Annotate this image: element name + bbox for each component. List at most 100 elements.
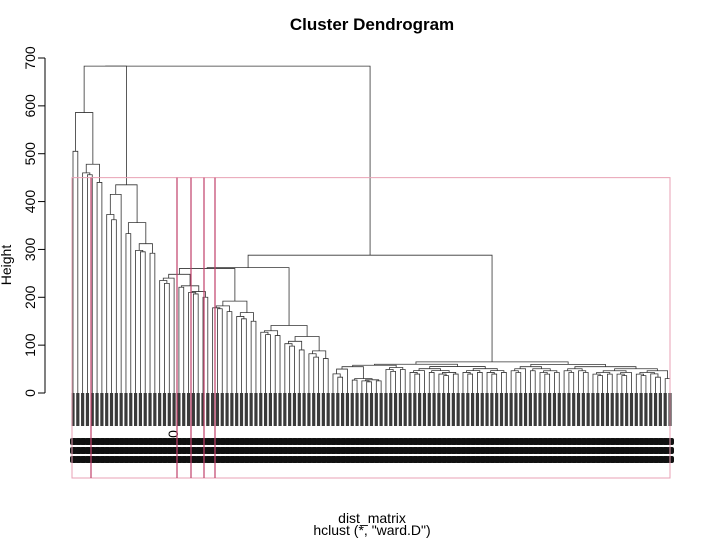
- dendrogram-branch: [288, 340, 303, 350]
- dendrogram-branch: [438, 373, 447, 393]
- dendrogram-branch: [313, 356, 319, 393]
- dendrogram-branch: [336, 368, 348, 393]
- dendrogram-branch: [664, 378, 671, 393]
- dendrogram-branch: [529, 370, 536, 393]
- dendrogram-branch: [127, 222, 147, 244]
- y-tick-label: 400: [22, 190, 38, 214]
- cluster-rect-outline: [71, 177, 671, 479]
- dendrogram-branch: [462, 372, 471, 393]
- dendrogram-branch: [109, 193, 122, 393]
- dendrogram-branch: [178, 286, 185, 393]
- dendrogram-branch: [106, 214, 115, 393]
- dendrogram-branch: [597, 375, 603, 393]
- dendrogram-branch: [375, 380, 382, 393]
- dendrogram-branch: [241, 318, 247, 393]
- dendrogram-branch: [274, 335, 281, 393]
- dendrogram-branch: [226, 311, 233, 393]
- dendrogram-branch: [385, 369, 394, 393]
- dendrogram-branch: [578, 370, 587, 393]
- y-tick-label: 500: [22, 142, 38, 166]
- dendrogram-branch: [563, 370, 572, 393]
- dendrogram-branch: [236, 316, 245, 393]
- dendrogram-branch: [72, 150, 79, 393]
- dendrogram-branch: [640, 375, 647, 393]
- dendrogram-branch: [639, 372, 655, 375]
- sub-title: hclust (*, "ward.D"): [313, 522, 430, 538]
- dendrogram-branch: [390, 370, 396, 393]
- dendrogram-branch: [539, 372, 548, 393]
- dendrogram-branch: [354, 378, 373, 381]
- leaf-label-rows: [70, 438, 674, 463]
- dendrogram-branch: [217, 308, 223, 393]
- dendrogram-branch: [582, 372, 589, 393]
- dendrogram-branch: [414, 373, 421, 393]
- leaf-segments: [71, 393, 672, 426]
- y-tick-label: 0: [22, 389, 38, 397]
- cluster-rectangles: [71, 177, 671, 479]
- dendrogram-branch: [312, 350, 327, 359]
- dendrogram-branch: [621, 375, 628, 393]
- dendrogram-branch: [466, 370, 481, 373]
- dendrogram-branch: [501, 372, 507, 393]
- dendrogram-branch: [337, 376, 344, 393]
- dendrogram-branch: [284, 343, 293, 393]
- dendrogram-branch: [429, 366, 486, 369]
- dendrogram-branch: [596, 372, 611, 375]
- dendrogram-branch: [239, 312, 254, 322]
- dendrogram-branch: [162, 277, 175, 393]
- dendrogram-branch: [428, 372, 435, 393]
- dendrogram-branch: [374, 363, 458, 367]
- dendrogram-branch: [490, 370, 505, 373]
- y-tick-label: 100: [22, 333, 38, 357]
- dendrogram-branch: [361, 380, 370, 393]
- dendrogram-branch: [452, 373, 459, 393]
- dendrogram-branch: [260, 331, 269, 393]
- dendrogram-branch: [467, 373, 474, 393]
- dendrogram-branch: [294, 336, 320, 351]
- dendrogram-branch: [178, 268, 236, 302]
- dendrogram-branch: [85, 163, 100, 183]
- dendrogram-branch: [431, 370, 450, 373]
- dendrogram-branch: [409, 372, 418, 393]
- y-tick-label: 700: [22, 46, 38, 70]
- y-axis: 0 100 200 300 400 500 600 700: [22, 46, 46, 397]
- dendrogram-branch: [105, 65, 371, 256]
- dendrogram-branch: [607, 373, 613, 393]
- dendrogram-tree: [72, 65, 671, 393]
- dendrogram-branch: [192, 293, 199, 393]
- y-tick-label: 300: [22, 238, 38, 262]
- dendrogram-branch: [140, 251, 146, 393]
- dendrogram-branch: [399, 369, 406, 393]
- dendrogram-branch: [168, 273, 191, 286]
- dendrogram-branch: [415, 361, 569, 365]
- dendrogram-branch: [341, 366, 364, 379]
- dendrogram-branch: [164, 283, 170, 393]
- dendrogram-branch: [111, 219, 117, 393]
- y-axis-label: Height: [0, 245, 14, 286]
- dendrogram-branch: [206, 267, 290, 326]
- dendrogram-branch: [322, 358, 329, 393]
- dendrogram-branch: [443, 375, 449, 393]
- dendrogram-branch: [544, 373, 551, 393]
- dendrogram-branch: [138, 243, 153, 254]
- dendrogram-branch: [191, 291, 206, 298]
- dendrogram-branch: [96, 182, 103, 393]
- visible-leaf-label: 0: [165, 430, 181, 438]
- dendrogram-branch: [351, 379, 358, 393]
- dendrogram-branch: [188, 292, 197, 393]
- dendrogram-branch: [125, 233, 132, 393]
- dendrogram-branch: [202, 296, 209, 393]
- dendrogram-branch: [616, 373, 625, 393]
- dendrogram-branch: [149, 252, 156, 393]
- dendrogram-branch: [250, 320, 257, 393]
- dendrogram-branch: [515, 372, 522, 393]
- dendrogram-branch: [519, 366, 542, 369]
- dendrogram-branch: [289, 345, 295, 393]
- dendrogram-branch: [592, 373, 601, 393]
- dendrogram-branch: [265, 334, 271, 393]
- dendrogram-branch: [332, 373, 341, 393]
- dendrogram-branch: [554, 372, 560, 393]
- dendrogram-branch: [135, 249, 144, 393]
- dendrogram-branch: [650, 373, 659, 393]
